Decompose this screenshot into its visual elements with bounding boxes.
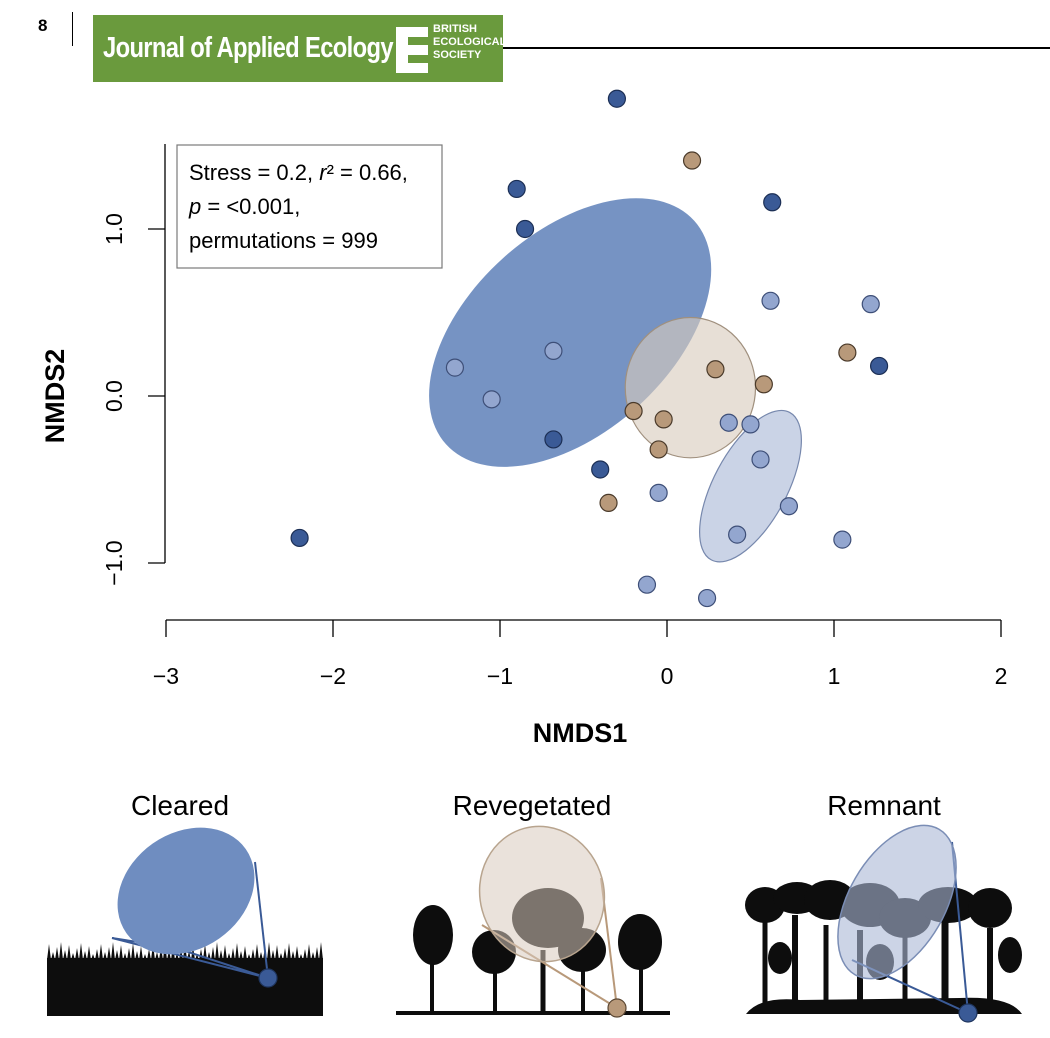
zoom-connector (254, 861, 269, 979)
point-remnant (697, 588, 717, 608)
point-revegetated (654, 410, 673, 429)
x-tick-label: 0 (661, 663, 674, 689)
y-axis-title: NMDS2 (40, 349, 70, 444)
scene-ellipse-cleared (117, 827, 255, 955)
society-name: BRITISH ECOLOGICAL SOCIETY (433, 23, 507, 62)
stats-line-2: p = <0.001, (188, 194, 300, 219)
point-remnant (761, 291, 780, 310)
point-remnant (637, 575, 657, 594)
point-remnant (482, 390, 501, 409)
point-revegetated (599, 493, 618, 512)
scene-ellipse-remnant (837, 824, 957, 980)
scene-title-revegetated: Revegetated (453, 790, 612, 821)
society-line: BRITISH (433, 23, 477, 35)
ellipses (429, 198, 802, 563)
scene-remnant: Remnant (745, 790, 1022, 1023)
point-cleared (763, 193, 782, 212)
point-remnant (728, 525, 747, 544)
point-revegetated (838, 343, 857, 362)
point-cleared (607, 89, 627, 108)
point-cleared (544, 430, 563, 449)
point-remnant (861, 295, 880, 314)
journal-banner[interactable]: Journal of Applied Ecology BRITISH ECOLO… (93, 15, 507, 82)
point-cleared (290, 528, 309, 548)
point-remnant (649, 483, 668, 502)
scene-title-remnant: Remnant (827, 790, 941, 821)
point-revegetated (649, 440, 668, 459)
scene-ellipse-revegetated (478, 825, 606, 963)
y-tick-label: 0.0 (101, 380, 127, 412)
scene-point-revegetated (607, 998, 627, 1018)
point-remnant (445, 358, 465, 377)
page-number-divider (72, 12, 73, 46)
point-cleared (507, 179, 526, 199)
y-tick-label: 1.0 (101, 213, 127, 245)
point-remnant (719, 413, 738, 432)
point-revegetated (624, 401, 643, 421)
stats-line-1: Stress = 0.2, r² = 0.66, (189, 160, 408, 185)
scene-point-cleared (258, 968, 278, 988)
x-tick-label: −2 (320, 663, 346, 689)
point-remnant (544, 341, 563, 361)
stats-box: Stress = 0.2, r² = 0.66, p = <0.001, per… (176, 144, 443, 269)
scene-point-remnant (958, 1003, 978, 1023)
point-cleared (869, 356, 889, 376)
x-tick-label: 1 (828, 663, 841, 689)
point-revegetated (754, 375, 773, 394)
header-rule (490, 47, 1050, 49)
scene-title-cleared: Cleared (131, 790, 229, 821)
x-tick-label: −1 (487, 663, 513, 689)
page-number: 8 (38, 16, 48, 35)
point-remnant (741, 415, 760, 434)
ellipse-revegetated (624, 316, 757, 459)
journal-title: Journal of Applied Ecology (103, 32, 394, 64)
point-cleared (515, 219, 535, 239)
society-line: SOCIETY (433, 49, 482, 61)
point-remnant (751, 450, 770, 469)
x-tick-label: 2 (995, 663, 1008, 689)
point-remnant (779, 497, 799, 516)
stats-line-3: permutations = 999 (189, 228, 378, 253)
society-line: ECOLOGICAL (433, 36, 507, 48)
bes-logo-icon (396, 27, 428, 73)
y-tick-label: −1.0 (101, 540, 127, 585)
grass-silhouette-icon (47, 942, 323, 1016)
x-axis-title: NMDS1 (533, 718, 628, 748)
point-remnant (833, 530, 852, 549)
stats-box-frame (176, 144, 443, 269)
points (290, 89, 889, 608)
axes: −3 −2 −1 0 1 2 −1.0 0.0 1.0 (101, 144, 1007, 689)
point-revegetated (706, 360, 725, 379)
x-tick-label: −3 (153, 663, 179, 689)
point-cleared (591, 460, 610, 479)
scene-revegetated: Revegetated (396, 790, 670, 1018)
point-revegetated (682, 151, 702, 170)
scene-cleared: Cleared (47, 790, 323, 1016)
